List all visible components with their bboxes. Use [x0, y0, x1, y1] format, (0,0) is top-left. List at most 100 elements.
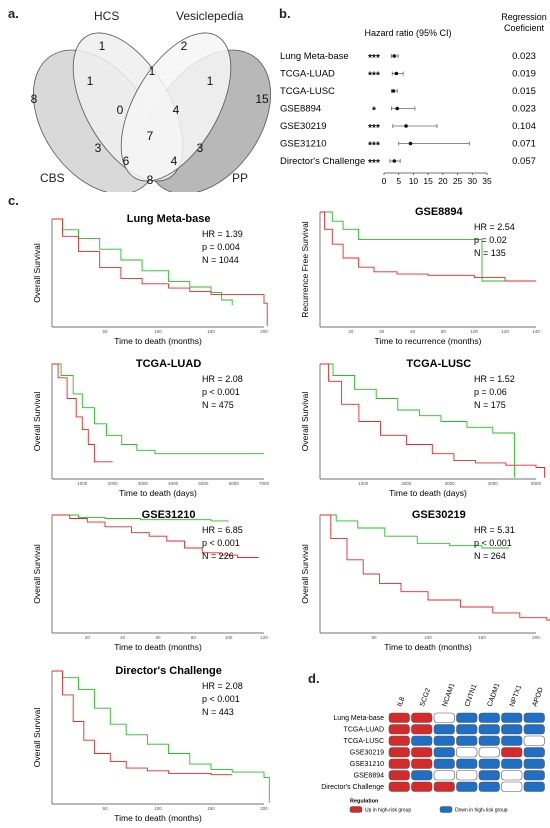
forest-tick-label: 15	[423, 176, 433, 186]
km-x-tick: 20	[348, 329, 354, 334]
km-y-label: Overall Survival	[300, 392, 310, 452]
heatmap-cell-none	[433, 770, 455, 781]
forest-coef: 0.057	[512, 156, 536, 167]
venn-count: 8	[31, 92, 38, 106]
forest-point	[404, 124, 408, 128]
forest-tick-label: 5	[396, 176, 401, 186]
venn-diagram: HCS Vesiclepedia CBS PP 8 1 1 0 3 1 2 4 …	[31, 9, 272, 192]
km-curve-high-risk	[52, 363, 113, 463]
forest-coef: 0.023	[512, 104, 536, 115]
regulation-heatmap: IL8 SCG2 NCAM1 CNTN1 CADM1 NPTX1 APOD Lung Meta…	[321, 682, 545, 814]
forest-significance: ***	[368, 53, 380, 64]
km-x-tick: 50	[102, 329, 108, 334]
heatmap-cell-none	[501, 770, 523, 781]
km-x-label: Time to recurrence (months)	[375, 336, 482, 346]
heatmap-cell-down	[523, 781, 545, 792]
km-y-label: Recurrence Free Survival	[300, 221, 310, 317]
km-curve-high-risk	[320, 363, 546, 478]
km-x-tick: 100	[154, 806, 162, 811]
km-y-label: Overall Survival	[32, 392, 42, 452]
heatmap-cell-none	[501, 781, 523, 792]
km-x-tick: 200	[532, 635, 540, 640]
venn-set-label-cbs: CBS	[40, 171, 65, 185]
venn-count: 4	[173, 103, 180, 117]
km-hr: HR = 6.85	[202, 525, 243, 535]
km-y-label: Overall Survival	[32, 243, 42, 303]
km-x-tick: 4000	[168, 481, 179, 486]
km-plot-gse8894: GSE8894 Recurrence Free Survival Time to r…	[300, 206, 540, 346]
km-hr: HR = 1.52	[474, 374, 515, 384]
km-p-value: p < 0.001	[202, 538, 240, 548]
forest-coef: 0.104	[512, 121, 536, 132]
km-x-tick: 80	[441, 329, 447, 334]
legend-swatch-up	[349, 806, 363, 813]
km-title: GSE8894	[415, 206, 464, 218]
forest-significance: ***	[368, 141, 380, 152]
km-y-label: Overall Survival	[32, 708, 42, 768]
km-x-label: Time to death (months)	[114, 642, 202, 652]
km-curve-low-risk	[52, 670, 270, 803]
heatmap-cell-down	[478, 770, 500, 781]
km-x-tick: 120	[260, 635, 268, 640]
heatmap-cell-up	[433, 781, 455, 792]
forest-point	[392, 159, 397, 163]
forest-tick-label: 20	[438, 176, 448, 186]
km-x-tick: 120	[501, 329, 509, 334]
forest-point	[391, 89, 396, 93]
heatmap-cell-down	[478, 735, 500, 746]
km-curve-low-risk	[52, 363, 264, 455]
km-x-tick: 100	[471, 329, 479, 334]
km-x-tick: 200	[260, 806, 268, 811]
km-title: Director's Challenge	[115, 665, 222, 677]
heatmap-cell-up	[411, 712, 433, 723]
km-x-tick: 3000	[138, 481, 149, 486]
venn-count: 7	[147, 129, 154, 143]
heatmap-cell-none	[456, 770, 478, 781]
venn-count: 1	[207, 74, 214, 88]
heatmap-cell-down	[456, 758, 478, 769]
gene-label: NPTX1	[509, 684, 523, 708]
km-x-tick: 2000	[108, 481, 119, 486]
km-hr: HR = 5.31	[474, 525, 515, 535]
gene-label: APOD	[532, 687, 545, 708]
forest-point	[394, 71, 399, 76]
venn-count: 15	[255, 92, 269, 106]
dataset-label: TCGA-LUAD	[344, 727, 384, 734]
km-plot-gse30219: GSE30219 Overall Survival Time to death (m…	[300, 509, 550, 652]
gene-label: CADM1	[487, 682, 502, 708]
km-x-tick: 50	[102, 806, 108, 811]
dataset-label: GSE30219	[350, 750, 384, 757]
km-n: N = 264	[474, 551, 506, 561]
km-plot-tcga-lusc: TCGA-LUSC Overall Survival Time to death (…	[300, 358, 546, 498]
forest-plot: Hazard ratio (95% CI) Regression Coefici…	[280, 12, 547, 186]
heatmap-cell-down	[523, 712, 545, 723]
venn-count: 3	[197, 141, 204, 155]
venn-count: 2	[181, 39, 188, 53]
panel-label-a: a.	[8, 6, 19, 21]
venn-count: 3	[95, 141, 102, 155]
km-x-tick: 150	[207, 329, 215, 334]
heatmap-cell-down	[433, 758, 455, 769]
km-n: N = 226	[202, 551, 234, 561]
forest-row-label: GSE31210	[280, 139, 326, 150]
venn-set-label-pp: PP	[232, 171, 248, 185]
km-x-tick: 80	[191, 635, 197, 640]
km-p-value: p < 0.001	[202, 694, 240, 704]
dataset-label: GSE31210	[350, 761, 384, 768]
heatmap-cell-down	[456, 712, 478, 723]
venn-count: 4	[171, 154, 178, 168]
heatmap-cell-down	[523, 770, 545, 781]
forest-point	[408, 141, 413, 146]
heatmap-cell-up	[411, 781, 433, 792]
km-hr: HR = 1.39	[202, 229, 243, 239]
heatmap-cell-down	[501, 712, 523, 723]
forest-point	[392, 54, 397, 58]
dataset-label: TCGA-LUSC	[344, 738, 384, 745]
forest-significance: *	[372, 106, 376, 117]
heatmap-cell-down	[411, 770, 433, 781]
forest-row-label: Director's Challenge	[280, 156, 365, 167]
gene-label: SCG2	[419, 687, 432, 707]
legend-down-label: Down in high-risk group	[455, 808, 508, 814]
km-curve-low-risk	[52, 514, 229, 522]
km-x-tick: 4000	[488, 481, 499, 486]
